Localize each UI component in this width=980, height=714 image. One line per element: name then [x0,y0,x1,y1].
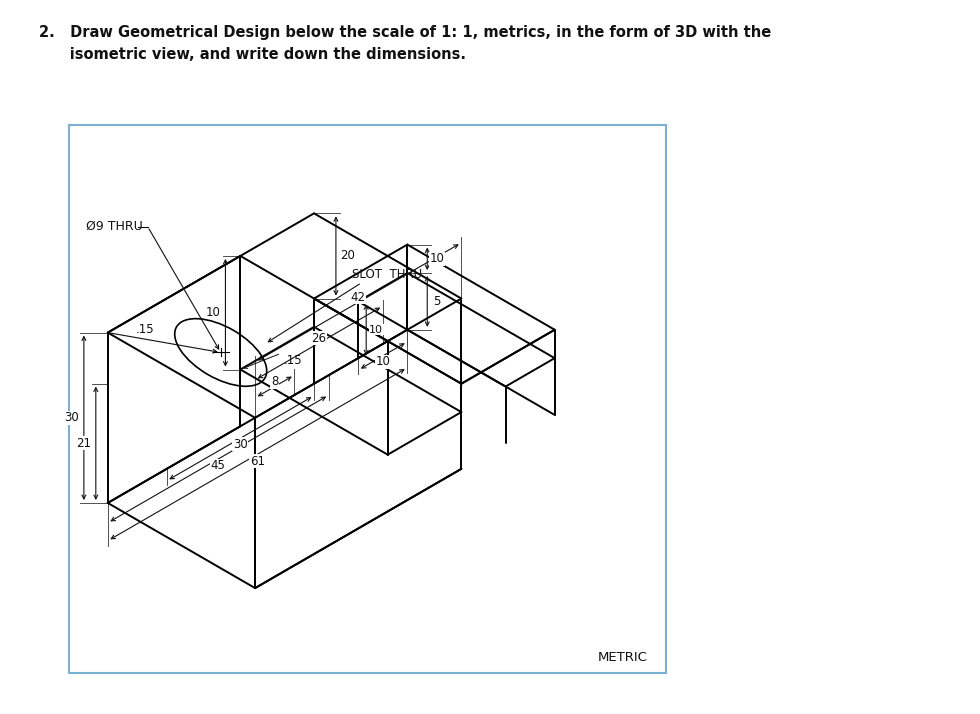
Text: 10: 10 [430,252,445,266]
Text: isometric view, and write down the dimensions.: isometric view, and write down the dimen… [39,47,466,62]
Text: 42: 42 [351,291,366,304]
Text: 20: 20 [340,249,356,263]
Text: 10: 10 [369,325,383,335]
Text: Ø9 THRU: Ø9 THRU [86,220,143,233]
Text: 26: 26 [312,331,326,345]
Text: 30: 30 [233,438,248,451]
Text: METRIC: METRIC [598,651,648,664]
Text: 8: 8 [271,375,278,388]
Text: 10: 10 [375,356,390,368]
Text: SLOT  THRU: SLOT THRU [352,268,422,281]
Text: .15: .15 [284,354,303,367]
Text: 45: 45 [211,459,225,473]
Text: 10: 10 [206,306,220,319]
Text: 30: 30 [65,411,79,424]
Text: 61: 61 [250,455,265,468]
Text: .15: .15 [135,323,154,336]
Text: 2.   Draw Geometrical Design below the scale of 1: 1, metrics, in the form of 3D: 2. Draw Geometrical Design below the sca… [39,25,771,40]
Text: 21: 21 [76,437,91,450]
Text: 5: 5 [433,295,441,308]
